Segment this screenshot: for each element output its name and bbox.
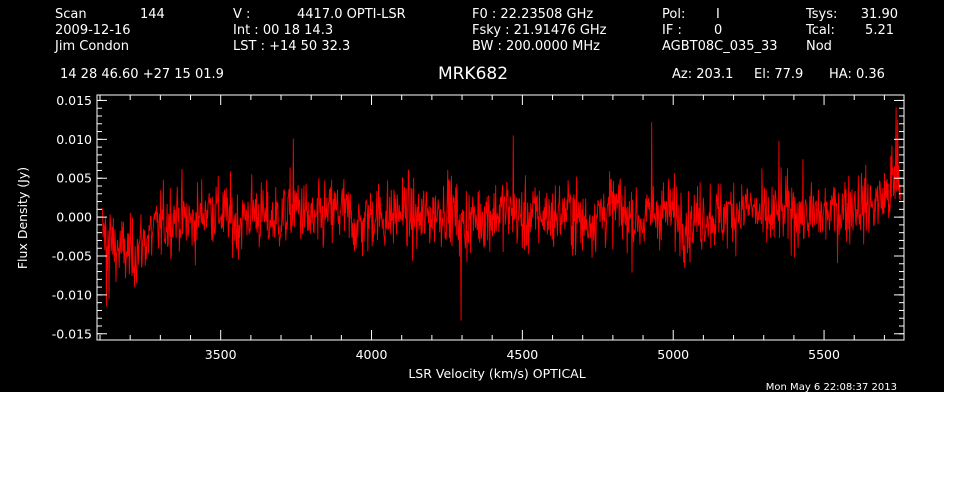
header-velocity-value: 4417.0 OPTI-LSR [297,7,406,22]
header-fsky: Fsky : 21.91476 GHz [472,23,607,38]
x-tick-labels: 3500 4000 4500 5000 5500 [205,347,840,362]
header-project: AGBT08C_035_33 [662,39,778,54]
y-tick-label: 0.010 [56,132,92,147]
timestamp: Mon May 6 22:08:37 2013 [766,382,897,392]
header-nod: Nod [806,39,832,54]
header-tsys-label: Tsys: [805,7,837,22]
header-date: 2009-12-16 [55,23,131,38]
y-tick-label: -0.010 [52,287,92,302]
y-tick-labels: 0.015 0.010 0.005 0.000 -0.005 -0.010 -0.015 [52,93,92,341]
spectrum-trace [101,107,901,321]
chart-title: MRK682 [438,64,508,84]
x-tick-label: 5000 [657,347,689,362]
x-tick-label: 3500 [205,347,237,362]
y-tick-label: 0.000 [56,210,92,225]
x-tick-label: 4500 [506,347,538,362]
y-tick-label: 0.015 [56,93,92,108]
header-el: El: 77.9 [754,67,803,82]
header-scan-number: 144 [140,7,165,22]
header-f0: F0 : 22.23508 GHz [472,7,593,22]
header-ha: HA: 0.36 [829,67,885,82]
y-tick-label: -0.005 [52,249,92,264]
header-pol-value: I [716,7,720,22]
header-pol-label: Pol: [662,7,685,22]
header-velocity-label: V : [233,7,250,22]
header-if-label: IF : [662,23,682,38]
header-tcal-value: 5.21 [865,23,894,38]
header-if-value: 0 [714,23,722,38]
header-lst: LST : +14 50 32.3 [233,39,350,54]
header-az: Az: 203.1 [672,67,733,82]
x-axis-label: LSR Velocity (km/s) OPTICAL [408,366,585,381]
header-tsys-value: 31.90 [861,7,898,22]
y-tick-label: -0.015 [52,326,92,341]
header-coordinates: 14 28 46.60 +27 15 01.9 [60,67,224,82]
spectrum-line [101,107,901,321]
header-tcal-label: Tcal: [805,23,835,38]
y-axis-label: Flux Density (Jy) [15,167,30,269]
x-tick-label: 4000 [356,347,388,362]
y-tick-label: 0.005 [56,171,92,186]
spectrum-panel: Scan 144 V : 4417.0 OPTI-LSR F0 : 22.235… [0,0,944,392]
spectrum-plot: Scan 144 V : 4417.0 OPTI-LSR F0 : 22.235… [15,7,905,392]
axis-ticks [97,95,904,340]
header-observer: Jim Condon [54,39,129,54]
header-int: Int : 00 18 14.3 [233,23,333,38]
header-bw: BW : 200.0000 MHz [472,39,600,54]
x-tick-label: 5500 [808,347,840,362]
header-scan-label: Scan [55,7,87,22]
